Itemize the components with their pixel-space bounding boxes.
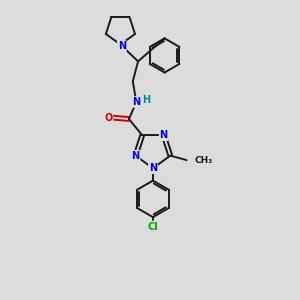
- Text: CH₃: CH₃: [195, 156, 213, 165]
- Text: N: N: [149, 163, 157, 173]
- Text: N: N: [160, 130, 168, 140]
- Text: Cl: Cl: [148, 222, 158, 232]
- Text: H: H: [142, 95, 150, 106]
- Text: N: N: [131, 151, 140, 160]
- Text: N: N: [118, 41, 126, 51]
- Text: N: N: [132, 97, 140, 107]
- Text: O: O: [104, 112, 112, 123]
